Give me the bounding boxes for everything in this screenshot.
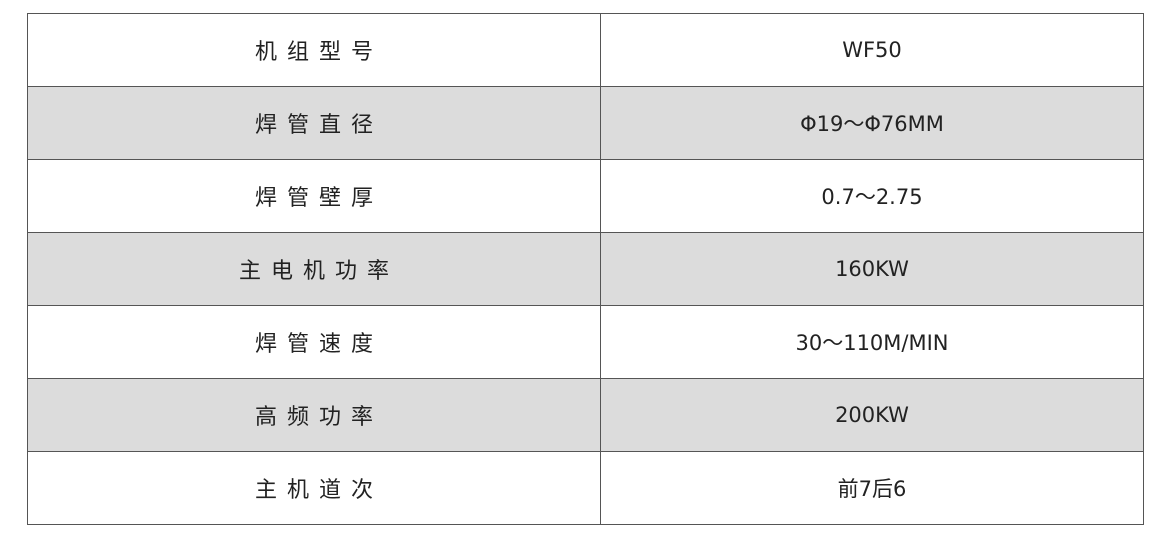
spec-value: 160KW [600, 232, 1144, 306]
spec-label: 焊管直径 [27, 86, 601, 160]
spec-value: 前7后6 [600, 451, 1144, 525]
spec-label: 主机道次 [27, 451, 601, 525]
spec-label: 焊管壁厚 [27, 159, 601, 233]
table-row: 高频功率 200KW [27, 378, 1144, 452]
spec-value: 200KW [600, 378, 1144, 452]
table-row: 焊管直径 Φ19～Φ76MM [27, 86, 1144, 160]
table-row: 焊管壁厚 0.7～2.75 [27, 159, 1144, 233]
spec-label: 焊管速度 [27, 305, 601, 379]
table-row: 焊管速度 30～110M/MIN [27, 305, 1144, 379]
spec-value: Φ19～Φ76MM [600, 86, 1144, 160]
spec-value: 30～110M/MIN [600, 305, 1144, 379]
table-body: 机组型号 WF50 焊管直径 Φ19～Φ76MM 焊管壁厚 0.7～2.75 主电机功率 16… [27, 13, 1144, 525]
table-row: 机组型号 WF50 [27, 13, 1144, 87]
table-row: 主机道次 前7后6 [27, 451, 1144, 525]
table-row: 主电机功率 160KW [27, 232, 1144, 306]
spec-label: 机组型号 [27, 13, 601, 87]
spec-label: 主电机功率 [27, 232, 601, 306]
spec-value: WF50 [600, 13, 1144, 87]
spec-label: 高频功率 [27, 378, 601, 452]
spec-table: 机组型号 WF50 焊管直径 Φ19～Φ76MM 焊管壁厚 0.7～2.75 主电机功率 16… [27, 13, 1144, 525]
spec-value: 0.7～2.75 [600, 159, 1144, 233]
